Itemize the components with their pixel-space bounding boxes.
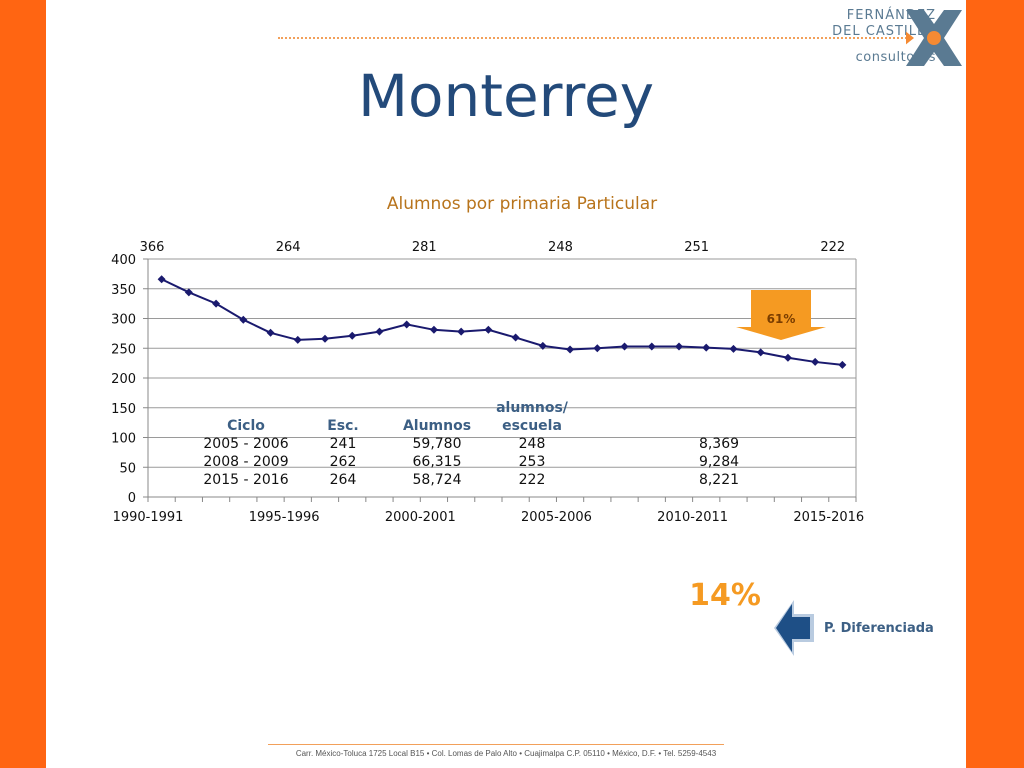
data-point [838,360,847,369]
table-cell: 264 [329,472,357,488]
table-header-esc: Esc. [327,418,359,434]
p-diferenciada-label: P. Diferenciada [824,621,934,636]
y-tick-label: 250 [111,342,136,357]
company-logo-icon [906,10,962,66]
data-point [538,341,547,350]
data-point [675,342,683,351]
table-cell: 222 [518,472,546,488]
data-point [212,299,221,308]
footer-line [268,744,724,745]
table-cell: 2015 - 2016 [203,472,289,488]
data-point [266,328,275,337]
top-value-label: 366 [140,240,165,255]
table-cell: 59,780 [412,436,462,452]
top-value-label: 264 [276,240,301,255]
top-value-label: 248 [548,240,573,255]
top-value-label: 281 [412,240,437,255]
data-point [593,344,602,353]
data-point [348,331,357,340]
data-point [620,342,629,351]
data-point [184,288,193,297]
right-border [966,0,1024,768]
callout-label: 61% [767,312,796,326]
x-tick-label: 2000-2001 [385,510,456,525]
x-tick-label: 1995-1996 [249,510,320,525]
header-dotted-line [278,37,910,39]
y-tick-label: 300 [111,313,136,328]
y-tick-label: 100 [111,432,136,447]
y-tick-label: 0 [128,491,136,506]
left-arrow-icon [774,600,814,656]
table-cell: 241 [329,436,357,452]
table-cell: 8,221 [698,472,740,488]
table-cell: 58,724 [412,472,462,488]
down-arrow-icon [736,290,826,340]
x-tick-label: 2010-2011 [657,510,728,525]
line-chart: Alumnos por primaria Particular 0 50 100 150… [111,194,864,525]
table-cell: 248 [518,436,546,452]
highlight-percentage: 14% [689,578,761,613]
data-point [402,320,411,329]
page-title: Monterrey [357,62,655,130]
table-cell: 9,284 [698,454,740,470]
data-point [157,275,166,284]
data-point [321,334,329,343]
data-point [484,325,493,334]
table-cell: 66,315 [412,454,462,470]
x-tick-label: 1990-1991 [113,510,184,525]
table-header-alumnos: Alumnos [402,418,472,434]
data-point [756,348,765,357]
y-tick-label: 350 [111,283,136,298]
table-cell: 8,369 [698,436,740,452]
data-point [375,327,384,336]
data-point [429,325,438,334]
data-point [702,343,711,352]
footer-address: Carr. México-Toluca 1725 Local B15 • Col… [295,749,717,758]
top-value-label: 222 [820,240,845,255]
data-point [457,327,466,336]
y-tick-label: 150 [111,402,136,417]
table-header-alumnos-escuela-2: escuela [502,418,562,434]
x-tick-label: 2005-2006 [521,510,592,525]
table-header-ciclo: Ciclo [227,418,265,434]
top-value-label: 251 [684,240,709,255]
y-tick-label: 400 [111,253,136,268]
chart-title: Alumnos por primaria Particular [387,194,657,214]
data-point [293,335,302,344]
series-line [161,278,843,366]
data-point [647,342,656,351]
data-point [811,357,820,366]
x-tick-label: 2015-2016 [793,510,864,525]
table-header-alumnos-escuela-1: alumnos/ [496,400,568,416]
data-point [511,333,520,342]
y-tick-label: 50 [119,461,136,476]
table-cell: 262 [329,454,357,470]
table-cell: 2008 - 2009 [203,454,289,470]
data-point [566,345,575,354]
y-tick-label: 200 [111,372,136,387]
slide: FERNÁNDEZ DEL CASTILLO consultores Monte… [46,0,966,768]
table-cell: 2005 - 2006 [203,436,289,452]
data-point [783,353,792,362]
table-cell: 253 [518,454,546,470]
data-point [729,344,738,353]
left-border [0,0,46,768]
data-point [239,315,248,324]
